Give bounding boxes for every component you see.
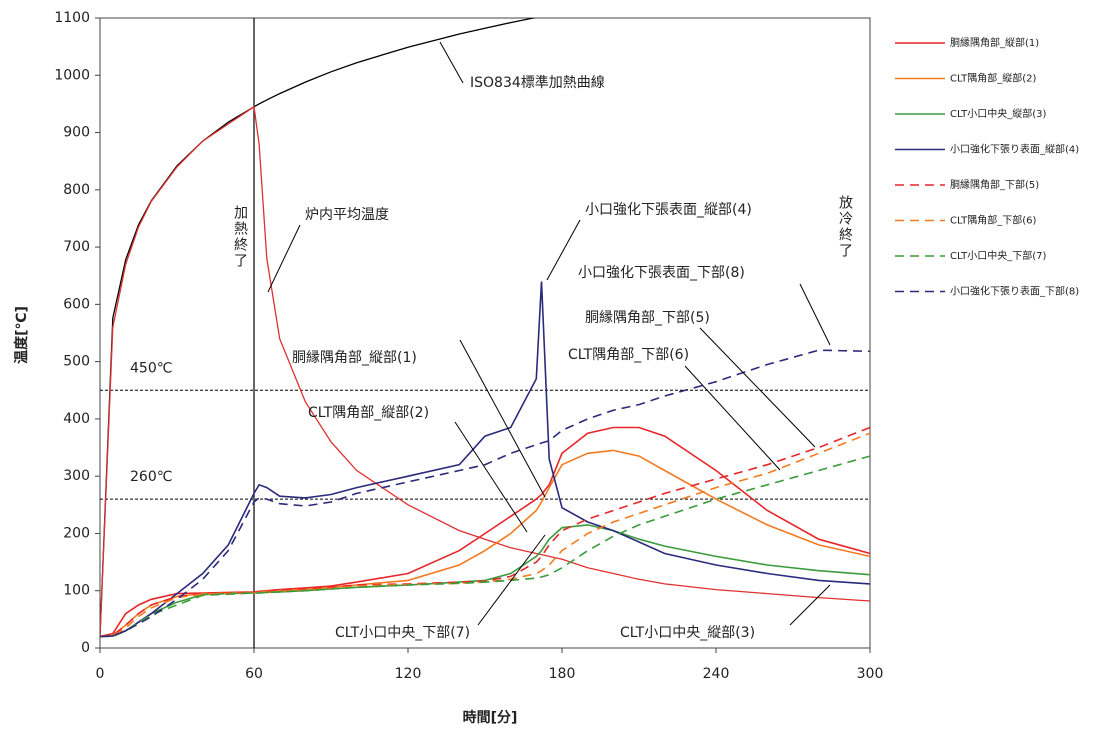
leader-line xyxy=(546,219,581,281)
x-tick-label: 300 xyxy=(857,666,884,682)
plot-frame xyxy=(99,17,871,649)
x-tick-label: 240 xyxy=(703,666,730,682)
y-tick-label: 1100 xyxy=(54,10,90,26)
annotation: CLT隅角部_縦部(2) xyxy=(308,405,429,421)
legend-label: CLT隅角部_下部(6) xyxy=(950,214,1037,227)
y-tick-label: 100 xyxy=(63,583,90,599)
y-tick-label: 600 xyxy=(63,296,90,312)
curve-label: 炉内平均温度 xyxy=(305,207,389,223)
y-axis-title: 温度[℃] xyxy=(13,306,30,364)
data-line xyxy=(100,105,870,637)
x-axis-title: 時間[分] xyxy=(463,709,518,726)
x-tick-label: 60 xyxy=(245,666,263,682)
y-tick-label: 1000 xyxy=(54,67,90,83)
legend-label: 胴縁隅角部_縦部(1) xyxy=(950,36,1039,49)
data-line xyxy=(100,349,870,638)
data-line xyxy=(100,426,870,638)
y-tick-label: 800 xyxy=(63,182,90,198)
leader-line xyxy=(477,534,546,626)
legend-label: 小口強化下張り表面_下部(8) xyxy=(950,285,1079,298)
leader-line xyxy=(799,283,831,346)
x-tick-label: 120 xyxy=(395,666,422,682)
y-tick-label: 900 xyxy=(63,125,90,141)
legend-label: CLT隅角部_縦部(2) xyxy=(950,72,1037,85)
annotation: 放冷終了 xyxy=(837,195,853,259)
y-tick-label: 500 xyxy=(63,354,90,370)
y-tick-label: 300 xyxy=(63,468,90,484)
data-line xyxy=(100,426,870,638)
annotation: 胴縁隅角部_縦部(1) xyxy=(292,350,417,366)
threshold-label: 260℃ xyxy=(130,469,172,485)
threshold-label: 450℃ xyxy=(130,360,172,376)
legend-label: CLT小口中央_縦部(3) xyxy=(950,107,1047,120)
legend-label: 小口強化下張り表面_縦部(4) xyxy=(950,143,1079,156)
annotation: CLT小口中央_下部(7) xyxy=(335,625,470,641)
legend-label: 胴縁隅角部_下部(5) xyxy=(950,178,1039,191)
annotation: 胴縁隅角部_下部(5) xyxy=(585,310,710,326)
annotation: 小口強化下張表面_下部(8) xyxy=(578,265,745,281)
leader-line xyxy=(439,41,464,84)
data-line xyxy=(100,449,870,638)
data-line xyxy=(100,455,870,638)
plot-lines xyxy=(100,18,870,638)
y-tick-label: 200 xyxy=(63,525,90,541)
y-tick-label: 400 xyxy=(63,411,90,427)
leader-line xyxy=(789,584,831,626)
y-tick-label: 700 xyxy=(63,239,90,255)
data-line xyxy=(100,432,870,638)
annotation: CLT隅角部_下部(6) xyxy=(568,347,689,363)
legend-label: CLT小口中央_下部(7) xyxy=(950,249,1047,262)
leader-line xyxy=(267,224,301,293)
leader-line xyxy=(699,327,816,448)
leader-line xyxy=(684,365,781,471)
data-line xyxy=(100,18,537,637)
x-tick-label: 180 xyxy=(549,666,576,682)
annotation: 小口強化下張表面_縦部(4) xyxy=(585,202,752,218)
y-tick-label: 0 xyxy=(81,640,90,656)
leader-line xyxy=(454,421,528,533)
annotation: CLT小口中央_縦部(3) xyxy=(620,625,755,641)
x-tick-label: 0 xyxy=(96,666,105,682)
data-line xyxy=(100,281,870,638)
leader-line xyxy=(459,339,546,498)
annotation: 加熱終了 xyxy=(232,205,248,269)
curve-label: ISO834標準加熱曲線 xyxy=(470,75,605,91)
